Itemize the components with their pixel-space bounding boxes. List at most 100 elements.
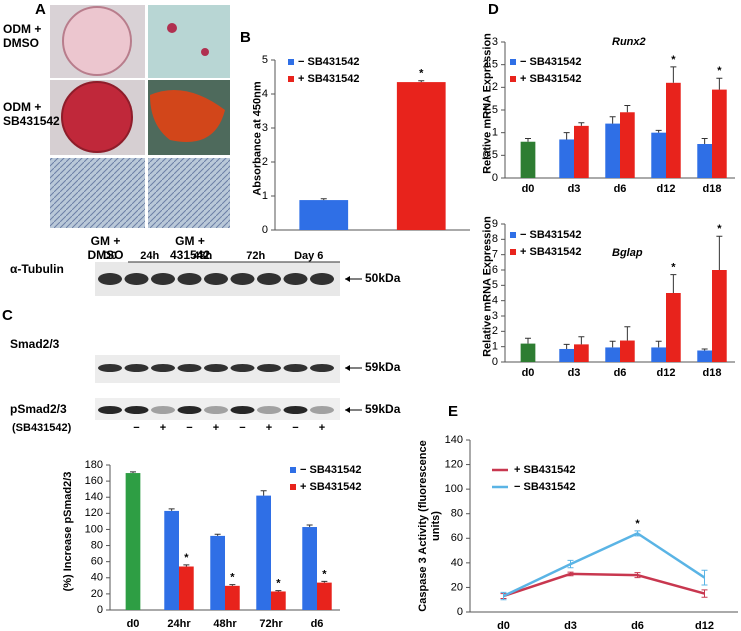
x-tick-label: d0	[497, 620, 510, 631]
x-tick-label: d6	[614, 183, 627, 195]
legend-marker	[288, 59, 294, 65]
y-tick-label: 80	[91, 539, 103, 551]
photo-panel	[50, 5, 230, 228]
y-tick-label: 2.5	[483, 59, 498, 71]
y-tick-label: 80	[451, 508, 463, 520]
legend-marker	[290, 467, 296, 473]
x-tick-label: d12	[657, 183, 676, 195]
x-tick-label: d0	[522, 367, 535, 379]
error-bar	[321, 580, 328, 583]
y-tick-label: 4	[262, 88, 268, 100]
timepoint-label: 24h	[140, 250, 159, 262]
y-tick-label: 120	[445, 458, 463, 470]
blot-band	[257, 273, 281, 285]
bar	[712, 89, 727, 178]
treatment-sign: −	[239, 422, 245, 434]
bar	[256, 495, 271, 610]
y-tick-label: 60	[451, 532, 463, 544]
x-tick-label: d6	[614, 367, 627, 379]
chart: 0 20 40 60 80 100 120 140 160 180 − SB431542 + SB43…	[85, 459, 362, 630]
legend-label: − SB431542	[514, 481, 575, 493]
significance-star: *	[671, 54, 676, 66]
legend-marker	[510, 249, 516, 255]
legend-label: − SB431542	[520, 229, 581, 241]
legend-label: + SB431542	[520, 246, 581, 258]
y-tick-label: 3	[262, 122, 268, 134]
y-tick-label: 1.5	[483, 104, 498, 116]
y-tick-label: 40	[451, 557, 463, 569]
bar	[520, 343, 536, 362]
x-tick-label: d3	[568, 183, 581, 195]
y-tick-label: 5	[492, 279, 498, 291]
gene-label: Runx2	[612, 36, 646, 48]
significance-star: *	[184, 552, 189, 564]
bar	[179, 566, 194, 610]
error-bar	[229, 584, 236, 586]
chart: 0 20 40 60 80 100 120 140 + SB431542 − SB431542 d0…	[445, 434, 738, 631]
y-tick-label: 2	[492, 81, 498, 93]
significance-star: *	[671, 262, 676, 274]
legend-label: − SB431542	[520, 56, 581, 68]
bar	[520, 141, 536, 178]
x-tick-label: d18	[703, 367, 722, 379]
x-tick-label: d18	[703, 183, 722, 195]
bar	[559, 348, 574, 362]
error-bar	[214, 533, 221, 536]
y-axis-label: Caspase 3 Activity (fluorescence units)	[417, 440, 442, 612]
bar	[271, 591, 286, 610]
protein-label: pSmad2/3	[10, 402, 67, 416]
line	[503, 572, 705, 598]
blot-band	[177, 406, 202, 414]
legend-label: − SB431542	[300, 464, 361, 476]
significance-star: *	[717, 223, 722, 235]
y-axis-label: Relative mRNA Expression	[481, 33, 494, 174]
error-bar	[624, 104, 631, 113]
bar	[620, 340, 635, 362]
y-axis-label: (%) Increase pSmad2/3	[61, 471, 74, 591]
line	[502, 531, 706, 598]
y-tick-label: 8	[492, 233, 498, 245]
error-bar	[655, 340, 662, 348]
blot-band	[124, 406, 149, 414]
y-tick-label: 40	[91, 572, 103, 584]
size-label: 59kDa	[365, 360, 401, 374]
blot-band	[98, 273, 122, 285]
blot-band	[257, 364, 281, 372]
photo-label: GM + 431542	[169, 234, 211, 262]
bar	[666, 82, 681, 178]
significance-star: *	[276, 578, 281, 590]
significance-star: *	[322, 568, 327, 580]
photo-label: ODM + SB431542	[3, 100, 60, 128]
blot-band	[310, 406, 334, 414]
y-tick-label: 120	[85, 507, 103, 519]
y-tick-label: 180	[85, 459, 103, 471]
treatment-sign: −	[186, 422, 192, 434]
blot-band	[98, 406, 122, 414]
panel-label: E	[448, 403, 458, 420]
bar	[164, 510, 179, 610]
blot-band	[283, 273, 308, 285]
x-tick-label: d0	[127, 618, 140, 630]
bar	[605, 123, 620, 178]
error-bar	[320, 198, 327, 201]
error-bar	[716, 235, 723, 270]
y-tick-label: 3	[492, 36, 498, 48]
y-tick-label: 1	[492, 127, 498, 139]
bar	[559, 139, 574, 178]
error-bar	[183, 564, 190, 567]
error-bar	[701, 348, 708, 351]
treatment-sign: −	[292, 422, 298, 434]
timepoint-label: 48h	[193, 250, 212, 262]
bar	[210, 535, 225, 610]
blot-band	[310, 364, 334, 372]
y-tick-label: 0	[492, 172, 498, 184]
timepoint-label: 72h	[246, 250, 265, 262]
protein-label: Smad2/3	[10, 337, 60, 351]
bar	[712, 270, 727, 362]
error-bar	[563, 132, 570, 140]
treatment-label: (SB431542)	[12, 422, 72, 434]
treatment-sign: +	[213, 422, 219, 434]
blot-band	[204, 406, 228, 414]
error-bar	[563, 343, 570, 349]
bar	[302, 527, 317, 610]
